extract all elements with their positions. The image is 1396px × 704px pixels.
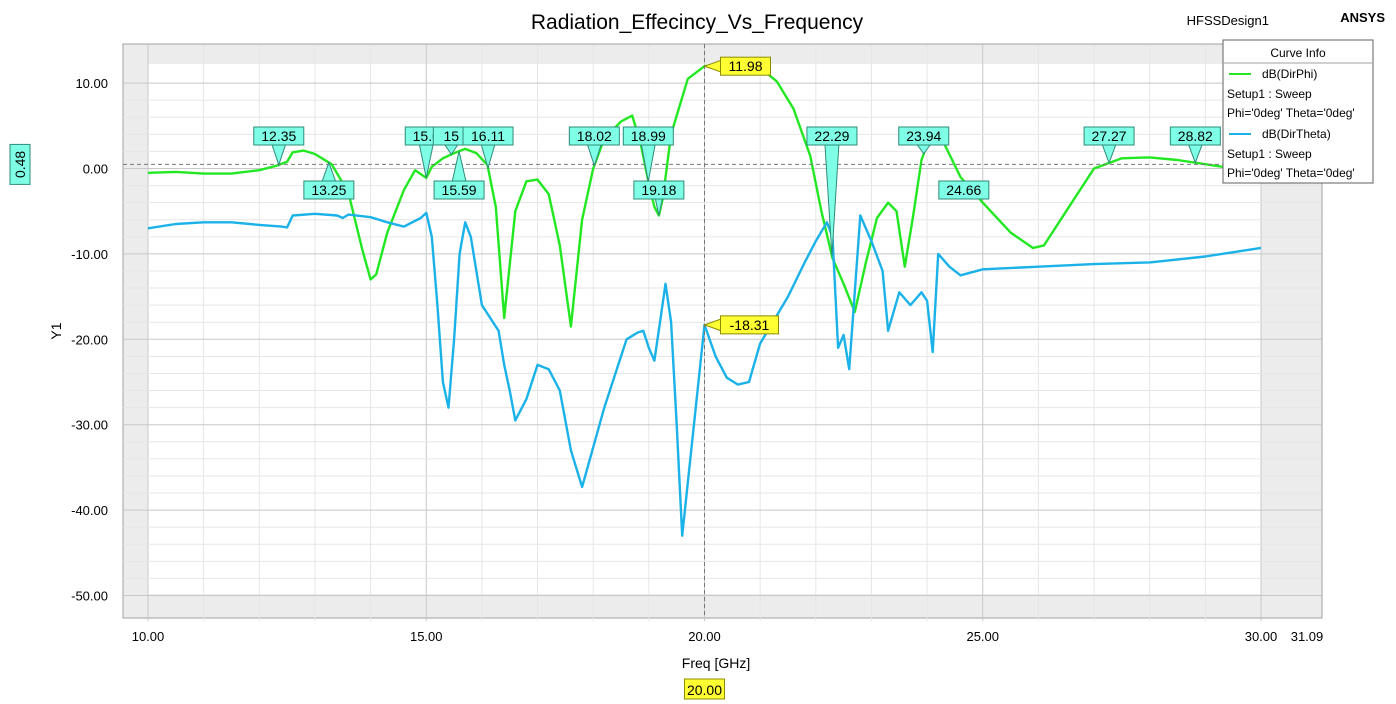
marker-label: 18.99: [631, 128, 666, 144]
marker-box: [462, 126, 514, 146]
legend-title: Curve Info: [1270, 46, 1326, 60]
y-tick-label: 10.00: [75, 76, 108, 91]
legend-entry-dirtheta-setup: Setup1 : Sweep: [1227, 147, 1312, 161]
x-tick-label: 20.00: [688, 629, 721, 644]
value-marker-box: [720, 56, 771, 76]
x-tick-label: 25.00: [966, 629, 999, 644]
x-tick-label: 10.00: [132, 629, 165, 644]
x-axis-ticks: 10.00 15.00 20.00 25.00 30.00 31.09: [132, 629, 1324, 644]
x-max-label: 31.09: [1291, 629, 1324, 644]
legend-entry-dirphi: dB(DirPhi): [1262, 67, 1317, 81]
legend-entry-dirtheta: dB(DirTheta): [1262, 127, 1331, 141]
marker-label: 28.82: [1178, 128, 1213, 144]
marker-label: 16.11: [471, 128, 505, 144]
y-axis-ticks: 10.00 0.00 -10.00 -20.00 -30.00 -40.00 -50.00: [71, 76, 108, 603]
marker-box: [806, 126, 858, 146]
marker-box: [622, 126, 674, 146]
value-marker-box: [720, 315, 779, 335]
y-cursor-badge[interactable]: [9, 143, 31, 185]
marker-box: [898, 126, 950, 146]
marker-label: 13.25: [311, 182, 346, 198]
legend[interactable]: Curve Info dB(DirPhi) Setup1 : Sweep Phi…: [1222, 39, 1374, 184]
legend-entry-dirtheta-params: Phi='0deg' Theta='0deg': [1227, 166, 1355, 180]
series-dirtheta-line: [147, 211, 1262, 537]
marker-box: [938, 180, 990, 200]
marker-box: [568, 126, 620, 146]
x-tick-label: 15.00: [410, 629, 443, 644]
ansys-logo: ANSYS: [1340, 10, 1385, 25]
marker-label: 27.27: [1092, 128, 1127, 144]
marker-label: 24.66: [946, 182, 981, 198]
y-tick-label: 0.00: [83, 162, 108, 177]
marker-label: 15.59: [442, 182, 477, 198]
value-marker-label: -18.31: [730, 317, 770, 333]
marker-label: 12.35: [261, 128, 296, 144]
y-tick-label: -30.00: [71, 418, 108, 433]
marker-box: [253, 126, 305, 146]
y-tick-label: -50.00: [71, 589, 108, 604]
marker-box: [633, 180, 685, 200]
y-tick-label: -40.00: [71, 503, 108, 518]
design-name: HFSSDesign1: [1187, 13, 1269, 28]
marker-label: 18.02: [577, 128, 612, 144]
value-marker-label: 11.98: [729, 58, 763, 74]
marker-label: 22.29: [814, 128, 849, 144]
marker-label: 19.18: [641, 182, 676, 198]
x-axis-label: Freq [GHz]: [682, 655, 750, 671]
marker-label: 15: [444, 128, 460, 144]
x-tick-label: 30.00: [1245, 629, 1278, 644]
y-tick-label: -20.00: [71, 332, 108, 347]
y-cursor-value: 0.48: [12, 151, 28, 178]
chart-title: Radiation_Effecincy_Vs_Frequency: [531, 11, 864, 34]
marker-box: [1169, 126, 1221, 146]
marker-label: 23.94: [906, 128, 941, 144]
y-tick-label: -10.00: [71, 247, 108, 262]
marker-box: [303, 180, 355, 200]
y-axis-label: Y1: [48, 322, 64, 339]
marker-box: [1083, 126, 1135, 146]
legend-box: [1222, 39, 1374, 184]
cursor-layer[interactable]: 20.00 0.48: [9, 44, 1322, 700]
x-cursor-value: 20.00: [687, 682, 722, 698]
x-cursor-badge[interactable]: [684, 678, 725, 700]
legend-entry-dirphi-params: Phi='0deg' Theta='0deg': [1227, 106, 1355, 120]
legend-entry-dirphi-setup: Setup1 : Sweep: [1227, 87, 1312, 101]
marker-box: [433, 180, 485, 200]
